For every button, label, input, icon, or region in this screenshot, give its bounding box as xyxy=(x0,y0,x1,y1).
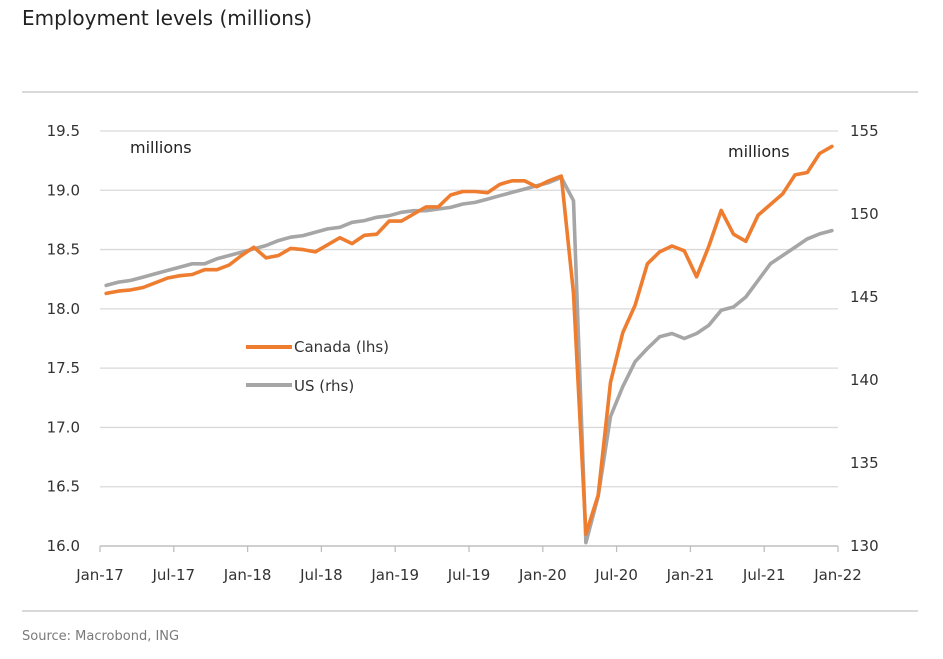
y-axis-right-ticks: 130 135 140 145 150 155 xyxy=(850,122,879,555)
left-unit-note: millions xyxy=(130,138,192,157)
y-axis-left-ticks: 16.0 16.5 17.0 17.5 18.0 18.5 19.0 19.5 xyxy=(47,122,80,555)
y-left-tick-label: 19.5 xyxy=(47,122,80,140)
legend-label-canada: Canada (lhs) xyxy=(294,338,389,356)
x-tick-label: Jul-17 xyxy=(151,566,195,584)
x-tick-label: Jan-17 xyxy=(75,566,124,584)
y-left-tick-label: 18.5 xyxy=(47,241,80,259)
y-left-tick-label: 17.5 xyxy=(47,359,80,377)
x-tick-label: Jan-19 xyxy=(370,566,419,584)
y-right-tick-label: 145 xyxy=(850,288,879,306)
gridlines xyxy=(100,130,838,488)
y-right-tick-label: 150 xyxy=(850,205,879,223)
series-line-canada xyxy=(104,144,834,536)
x-tick-label: Jul-18 xyxy=(299,566,343,584)
x-tick-label: Jan-21 xyxy=(666,566,715,584)
y-left-tick-label: 16.0 xyxy=(47,537,80,555)
y-right-tick-label: 155 xyxy=(850,122,879,140)
y-left-tick-label: 17.0 xyxy=(47,418,80,436)
y-left-tick-label: 18.0 xyxy=(47,300,80,318)
x-tick-label: Jan-22 xyxy=(813,566,862,584)
right-unit-note: millions xyxy=(728,142,790,161)
bottom-divider xyxy=(22,610,918,612)
source-note: Source: Macrobond, ING xyxy=(22,629,180,644)
chart-title: Employment levels (millions) xyxy=(22,6,313,30)
x-tick-label: Jan-20 xyxy=(518,566,567,584)
x-tick-label: Jul-21 xyxy=(742,566,786,584)
x-axis-ticks: Jan-17 Jul-17 Jan-18 Jul-18 Jan-19 Jul-19 Jan-… xyxy=(75,566,862,584)
x-tick-label: Jan-18 xyxy=(223,566,272,584)
y-left-tick-label: 19.0 xyxy=(47,181,80,199)
x-tick-label: Jul-19 xyxy=(447,566,491,584)
legend-label-us: US (rhs) xyxy=(294,377,354,395)
y-left-tick-label: 16.5 xyxy=(47,478,80,496)
legend: Canada (lhs) US (rhs) xyxy=(246,338,389,395)
top-divider xyxy=(22,91,918,93)
axes xyxy=(99,545,839,552)
y-right-tick-label: 130 xyxy=(850,537,879,555)
series-line-us xyxy=(104,175,834,545)
x-tick-label: Jul-20 xyxy=(594,566,638,584)
y-right-tick-label: 140 xyxy=(850,371,879,389)
y-right-tick-label: 135 xyxy=(850,454,879,472)
series-lines xyxy=(104,144,834,545)
